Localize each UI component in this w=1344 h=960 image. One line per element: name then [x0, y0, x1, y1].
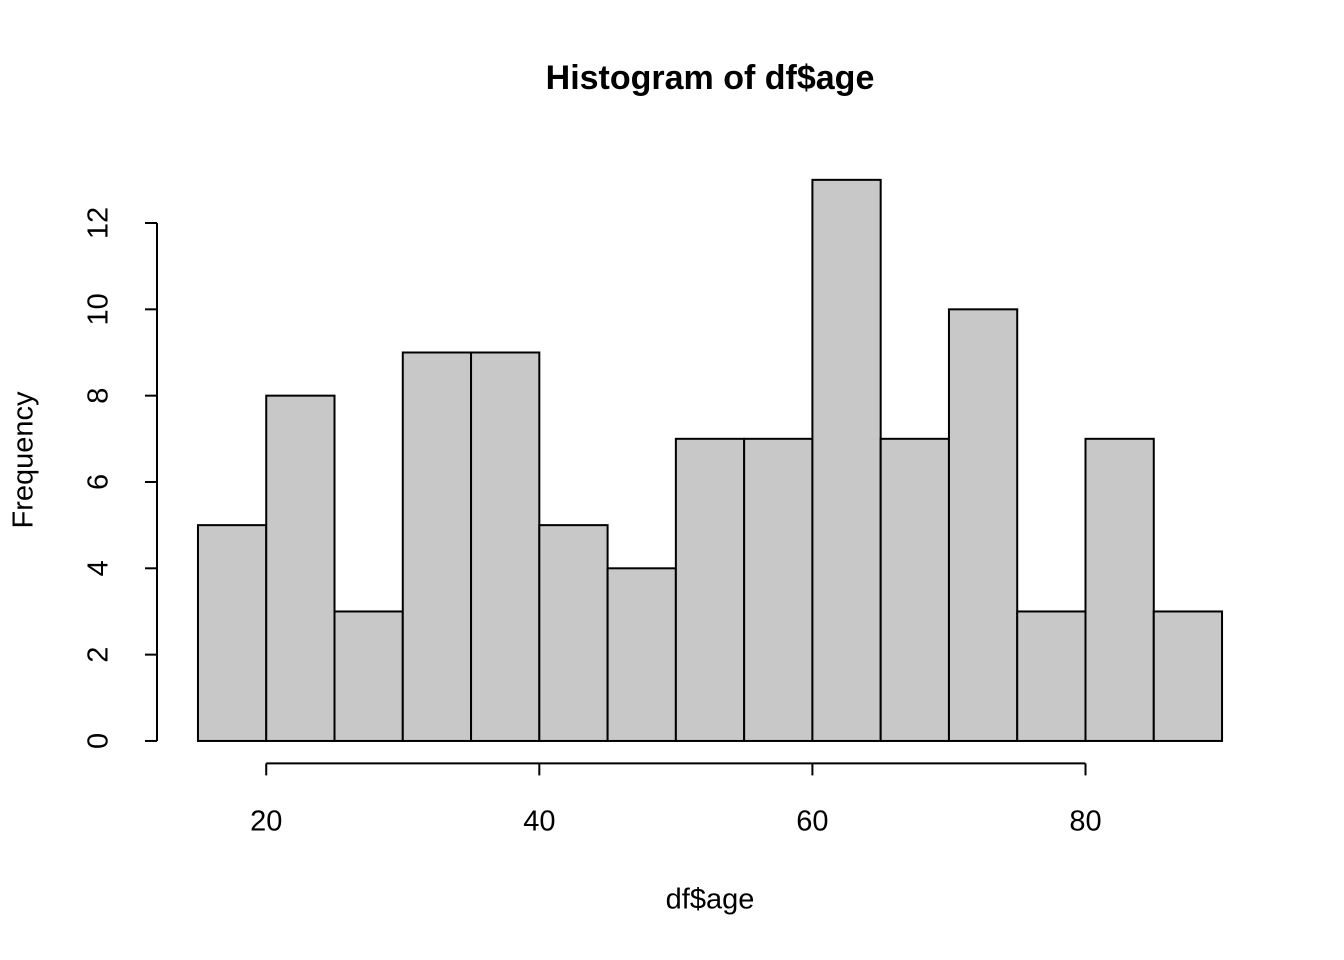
y-tick-label: 10 [83, 293, 115, 325]
bar [1084, 437, 1155, 742]
bar [879, 437, 950, 742]
x-axis-label: df$age [666, 884, 755, 916]
y-tick-label: 6 [83, 474, 115, 490]
bar [1016, 610, 1087, 742]
bar [196, 524, 268, 742]
y-tick-label: 0 [83, 733, 115, 749]
y-tick-label: 2 [83, 647, 115, 663]
bar [333, 610, 404, 742]
x-tick-label: 40 [523, 806, 555, 838]
y-tick-label: 4 [83, 560, 115, 576]
bar [265, 394, 336, 742]
bar [674, 437, 746, 742]
bar [538, 524, 609, 742]
y-tick-label: 8 [83, 388, 115, 404]
bar [470, 351, 541, 742]
bar [401, 351, 473, 742]
chart-title: Histogram of df$age [546, 59, 875, 97]
bar [743, 437, 814, 742]
bar [811, 178, 882, 742]
bar [947, 308, 1019, 742]
y-axis-label: Frequency [8, 391, 40, 529]
bar [1152, 610, 1224, 742]
x-tick-label: 20 [250, 806, 282, 838]
bar [606, 567, 677, 742]
x-tick-label: 60 [796, 806, 828, 838]
x-tick-label: 80 [1069, 806, 1101, 838]
y-tick-label: 12 [83, 207, 115, 239]
